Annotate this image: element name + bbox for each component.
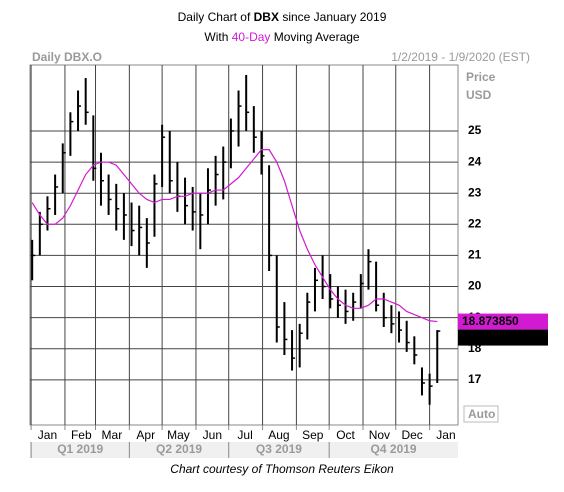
instrument: Daily DBX.O <box>32 50 102 64</box>
x-tick-label: Jul <box>237 428 252 442</box>
subtitle-ma: 40-Day <box>232 30 271 44</box>
x-tick-label: Dec <box>401 428 422 442</box>
y-tick-label: 21 <box>468 248 482 262</box>
x-tick-label: Jan <box>436 428 455 442</box>
title-part: Daily Chart of <box>178 10 254 24</box>
subtitle-part: With <box>204 30 231 44</box>
y-axis-label: USD <box>466 88 492 102</box>
x-tick-label: Mar <box>102 428 123 442</box>
x-tick-label: Feb <box>71 428 92 442</box>
chart-subtitle: With 40-Day Moving Average <box>204 30 360 44</box>
x-tick-label: Nov <box>369 428 390 442</box>
quarter-label: Q1 2019 <box>57 442 103 456</box>
x-tick-label: Oct <box>336 428 355 442</box>
quarter-label: Q4 2019 <box>371 442 417 456</box>
footer: Chart courtesy of Thomson Reuters Eikon <box>170 462 394 476</box>
last-value-box <box>458 329 548 346</box>
y-tick-label: 17 <box>468 372 482 386</box>
y-tick-label: 23 <box>468 185 482 199</box>
last-value-label: 18.569000 <box>462 330 519 344</box>
y-tick-label: 25 <box>468 123 482 137</box>
quarter-label: Q3 2019 <box>256 442 302 456</box>
title-part: since January 2019 <box>279 10 387 24</box>
last-value-label: 18.873850 <box>462 314 519 328</box>
quarter-band <box>30 442 458 458</box>
last-value-box <box>458 313 548 330</box>
scale-box <box>463 405 499 423</box>
plot-area <box>29 64 459 426</box>
moving-average <box>31 149 438 323</box>
scale-label: Auto <box>468 407 495 421</box>
x-tick-label: Sep <box>302 428 324 442</box>
date-range: 1/2/2019 - 1/9/2020 (EST) <box>391 50 530 64</box>
x-tick-label: Jun <box>203 428 222 442</box>
chart-title: Daily Chart of DBX since January 2019 <box>178 10 387 24</box>
x-tick-label: Apr <box>136 428 155 442</box>
y-axis-label: Price <box>466 70 496 84</box>
subtitle-part: Moving Average <box>270 30 359 44</box>
x-tick-label: May <box>167 428 190 442</box>
quarter-label: Q2 2019 <box>156 442 202 456</box>
y-tick-label: 24 <box>468 154 482 168</box>
y-tick-label: 22 <box>468 216 482 230</box>
y-tick-label: 20 <box>468 279 482 293</box>
x-tick-label: Aug <box>268 428 289 442</box>
title-ticker: DBX <box>254 10 279 24</box>
x-tick-label: Jan <box>38 428 57 442</box>
